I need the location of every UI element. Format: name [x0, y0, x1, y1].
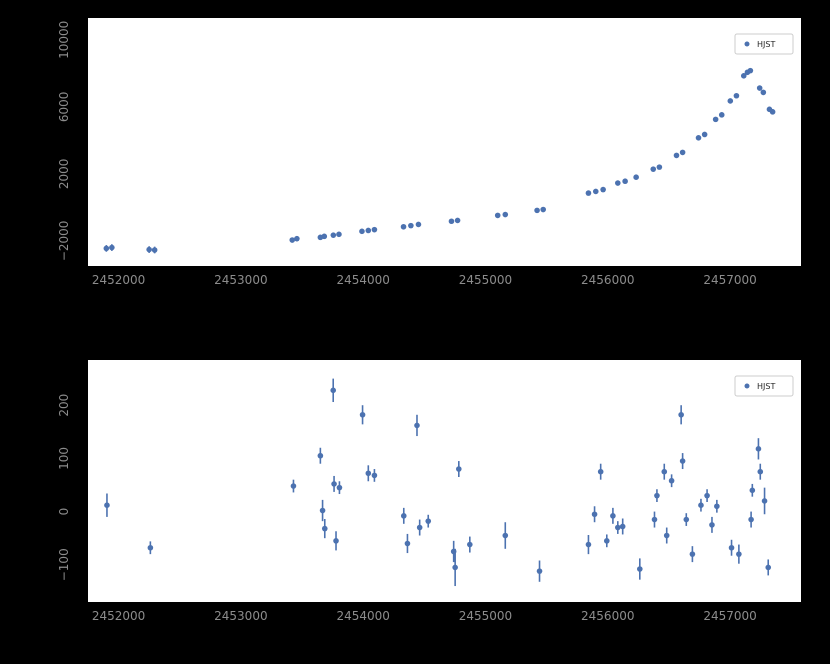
svg-text:2453000: 2453000: [214, 273, 267, 287]
svg-text:−100: −100: [57, 548, 71, 581]
svg-text:2452000: 2452000: [92, 273, 145, 287]
svg-text:2456000: 2456000: [581, 273, 634, 287]
svg-text:HJST: HJST: [757, 382, 775, 391]
svg-text:2453000: 2453000: [214, 609, 267, 623]
svg-text:10000: 10000: [57, 21, 71, 59]
svg-text:2454000: 2454000: [336, 273, 389, 287]
svg-text:2454000: 2454000: [336, 609, 389, 623]
svg-text:6000: 6000: [57, 92, 71, 123]
residuals-chart: 2452000 2453000 2454000 2455000 2456000 24570…: [57, 360, 801, 623]
svg-text:0: 0: [57, 508, 71, 516]
svg-text:200: 200: [57, 394, 71, 417]
svg-text:2452000: 2452000: [92, 609, 145, 623]
svg-text:2457000: 2457000: [703, 273, 756, 287]
svg-text:HJST: HJST: [757, 40, 775, 49]
svg-text:2455000: 2455000: [459, 609, 512, 623]
svg-text:2457000: 2457000: [703, 609, 756, 623]
svg-text:2455000: 2455000: [459, 273, 512, 287]
svg-text:2000: 2000: [57, 159, 71, 190]
o-minus-c-chart: 2452000 2453000 2454000 2455000 2456000 24570…: [57, 18, 801, 287]
svg-text:2456000: 2456000: [581, 609, 634, 623]
svg-text:100: 100: [57, 447, 71, 470]
svg-text:−2000: −2000: [57, 221, 71, 262]
